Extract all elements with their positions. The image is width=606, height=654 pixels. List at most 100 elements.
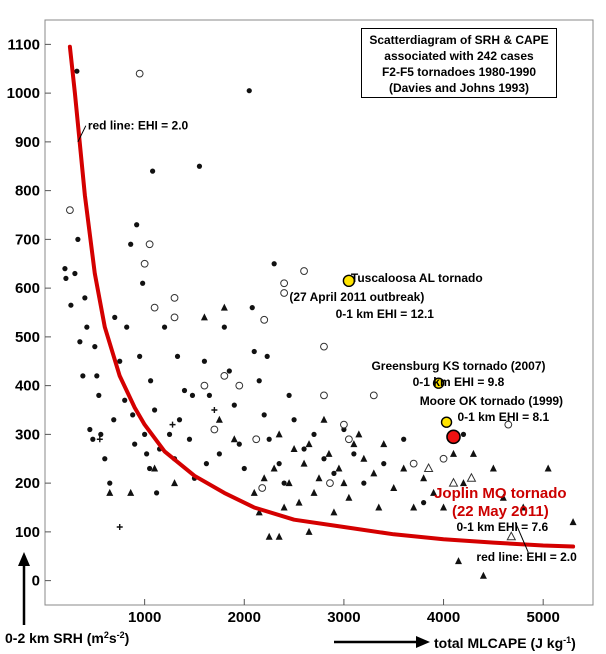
data-point-triangle: [390, 484, 398, 491]
data-point-dot: [96, 392, 102, 398]
data-point-dot: [286, 392, 292, 398]
data-point-dot: [112, 314, 118, 320]
data-point-open-circle: [326, 479, 334, 488]
data-point-plus: [169, 421, 176, 428]
data-point-open-circle: [504, 420, 513, 429]
data-point-dot: [132, 441, 138, 447]
data-point-triangle: [275, 430, 283, 438]
y-tick-label: 900: [15, 134, 40, 151]
tuscaloosa-label-line: (27 April 2011 outbreak): [289, 290, 424, 304]
data-point-dot: [130, 412, 136, 418]
chart-title-line-2: associated with 242 cases: [384, 49, 534, 63]
joplin-label-date: (22 May 2011): [452, 503, 549, 520]
data-point-dot: [231, 402, 237, 408]
data-point-dot: [221, 324, 227, 330]
y-tick-label: 800: [15, 183, 40, 200]
data-point-dot: [401, 436, 407, 442]
data-point-dot: [206, 392, 212, 398]
data-point-dot: [124, 324, 130, 330]
data-point-triangle: [295, 498, 303, 506]
data-point-triangle: [420, 474, 428, 482]
data-point-triangle: [450, 449, 458, 457]
data-point-open-circle: [409, 459, 418, 468]
data-point-triangle: [151, 464, 159, 472]
data-point-dot: [80, 373, 86, 379]
moore-label-line: 0-1 km EHI = 8.1: [457, 410, 549, 424]
data-point-dot: [75, 236, 81, 242]
data-point-dot: [122, 397, 128, 403]
data-point-open-circle: [200, 381, 209, 390]
data-point-open-circle: [220, 371, 229, 380]
data-point-plus: [96, 436, 103, 443]
data-point-dot: [161, 324, 168, 330]
ehi-curve-line: [67, 44, 576, 549]
data-point-dot: [68, 302, 74, 308]
x-tick-label: 1000: [128, 609, 161, 626]
joplin-label-ehi: 0-1 km EHI = 7.6: [456, 520, 548, 534]
data-point-triangle: [265, 532, 273, 540]
data-point-dot: [261, 412, 267, 418]
chart-title-line-1: Scatterdiagram of SRH & CAPE: [369, 33, 549, 47]
data-point-open-circle: [320, 342, 328, 351]
data-point-dot: [181, 387, 188, 394]
tuscaloosa-label-line: Tuscaloosa AL tornado: [351, 271, 483, 285]
data-point-dot: [460, 431, 467, 437]
data-point-open-circle: [235, 381, 244, 390]
data-point-dot: [117, 358, 123, 364]
data-point-triangle: [171, 479, 179, 487]
y-axis-arrow-head: [18, 552, 30, 566]
data-point-dot: [281, 480, 287, 486]
data-point-dot: [153, 490, 160, 496]
data-point-triangle: [355, 430, 363, 438]
data-point-dot: [142, 431, 148, 437]
data-point-open-circle: [300, 267, 308, 275]
data-point-triangle: [400, 464, 408, 472]
data-point-dot: [176, 417, 183, 423]
data-point-open-triangle: [423, 462, 434, 472]
tuscaloosa-label-line: 0-1 km EHI = 12.1: [336, 307, 435, 321]
data-point-triangle: [255, 508, 263, 516]
data-point-dot: [196, 163, 203, 169]
x-tick-label: 3000: [327, 609, 360, 626]
y-tick-label: 400: [15, 378, 40, 395]
data-point-triangle: [280, 503, 288, 511]
data-point-dot: [291, 417, 297, 423]
data-point-dot: [74, 68, 80, 74]
data-point-dot: [87, 426, 93, 433]
data-point-dot: [63, 275, 69, 281]
data-point-dot: [203, 461, 210, 467]
joplin-marker: [446, 429, 461, 445]
data-point-dot: [251, 348, 257, 355]
x-tick-label: 5000: [526, 609, 559, 626]
data-point-dot: [111, 417, 117, 423]
data-point-triangle: [380, 440, 388, 448]
y-tick-label: 300: [15, 426, 40, 443]
ehi-curve-layer: [67, 44, 576, 549]
data-point-dot: [381, 461, 387, 467]
x-axis-title: total MLCAPE (J kg-1): [434, 635, 576, 651]
data-point-triangle: [315, 474, 323, 482]
data-point-open-circle: [252, 435, 261, 444]
data-point-triangle: [519, 503, 527, 511]
data-point-triangle: [220, 303, 228, 311]
data-point-dot: [174, 353, 181, 359]
data-point-triangle: [370, 469, 378, 477]
data-point-open-triangle: [506, 531, 517, 541]
data-point-triangle: [360, 454, 368, 462]
chart-title-box: Scatterdiagram of SRH & CAPE associated …: [361, 28, 557, 98]
data-point-dot: [351, 451, 357, 457]
data-point-dot: [72, 270, 78, 277]
data-point-dot: [128, 241, 134, 247]
data-point-dot: [236, 441, 242, 447]
data-point-dot: [90, 436, 96, 442]
data-point-dot: [94, 373, 100, 379]
y-tick-label: 500: [15, 329, 40, 346]
data-point-triangle: [305, 527, 313, 535]
data-point-dot: [421, 500, 427, 506]
joplin-label-title: Joplin MO tornado: [434, 485, 567, 502]
data-point-triangle: [330, 508, 338, 516]
x-tick-label: 2000: [228, 609, 261, 626]
data-point-open-circle: [369, 391, 378, 400]
data-point-triangle: [440, 503, 448, 511]
data-point-triangle: [300, 459, 308, 467]
